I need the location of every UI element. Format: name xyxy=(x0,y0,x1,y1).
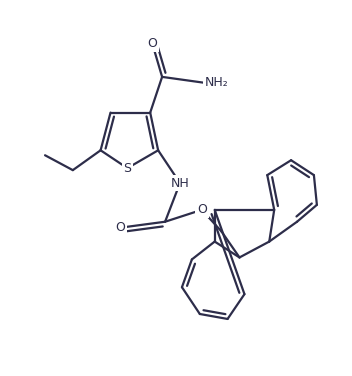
Text: S: S xyxy=(124,162,131,175)
Text: O: O xyxy=(197,203,207,216)
Text: NH: NH xyxy=(171,177,189,190)
Text: O: O xyxy=(115,221,125,234)
Text: O: O xyxy=(147,36,157,50)
Text: NH₂: NH₂ xyxy=(205,76,228,89)
